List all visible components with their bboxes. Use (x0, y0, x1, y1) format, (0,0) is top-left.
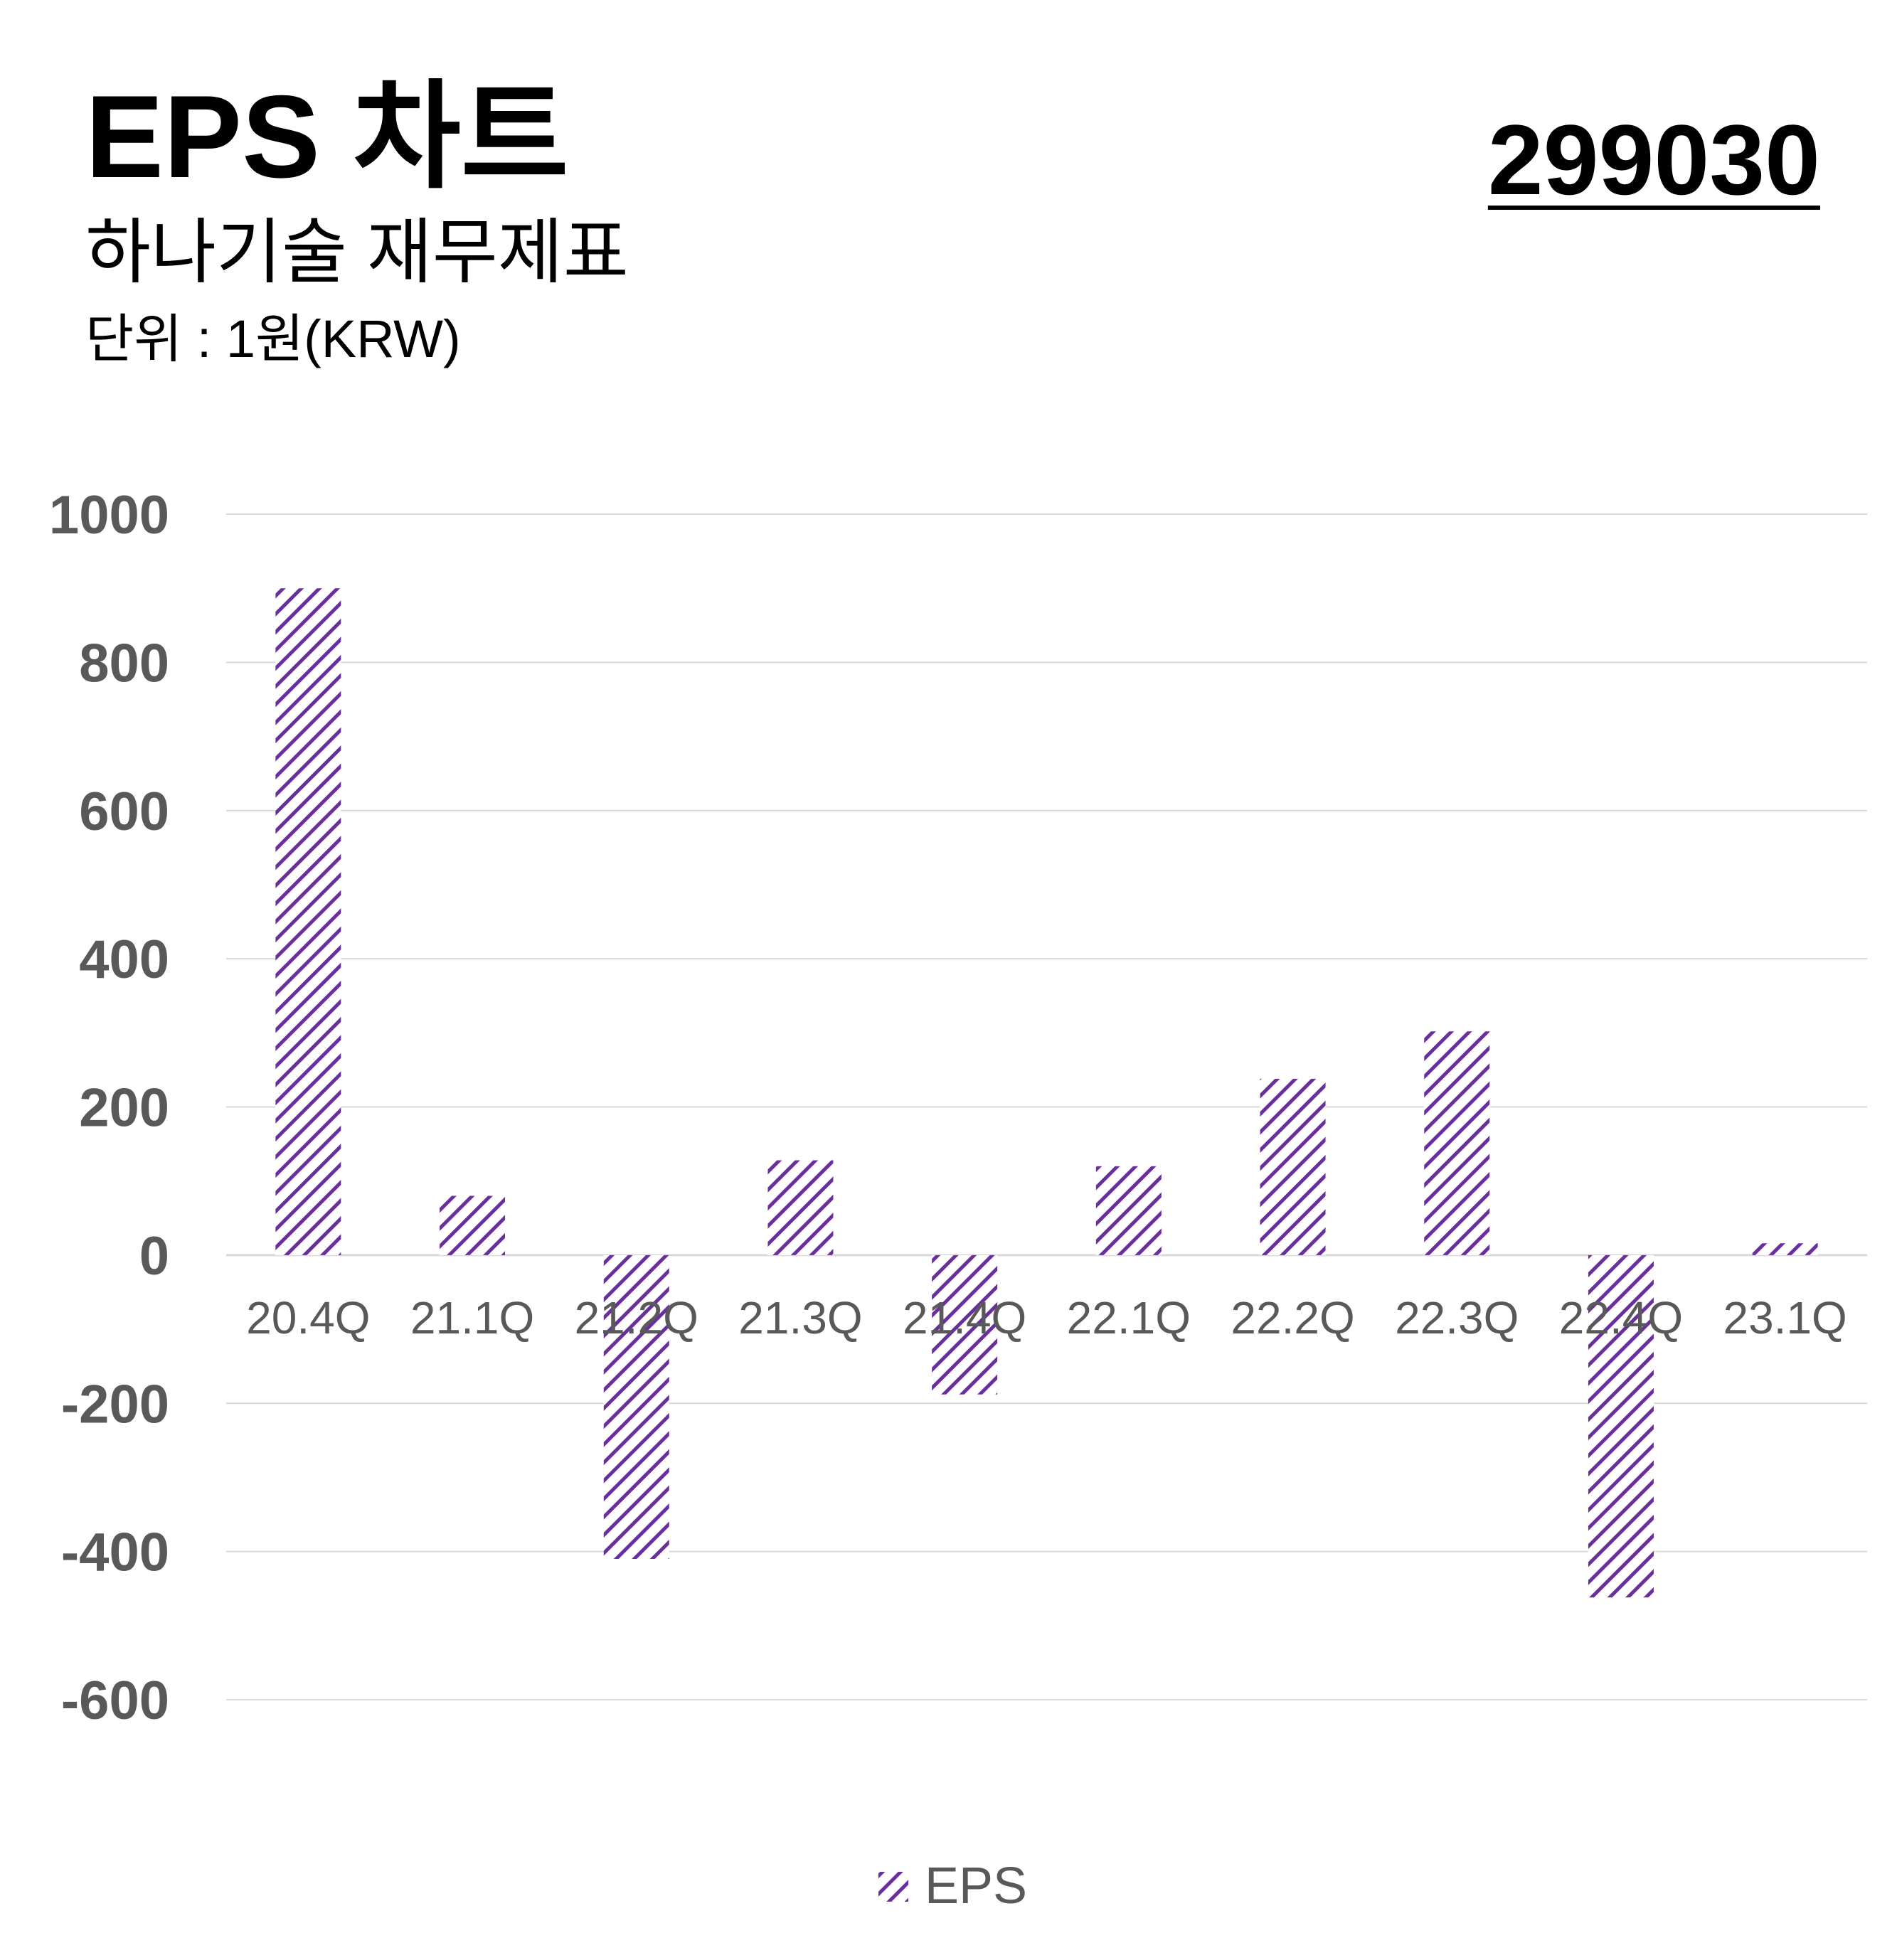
legend-swatch (878, 1872, 908, 1902)
y-tick-label: -200 (61, 1374, 169, 1434)
bar-21.4Q (932, 1255, 998, 1395)
bar-22.3Q (1424, 1031, 1490, 1255)
legend-label: EPS (925, 1858, 1027, 1914)
bar-22.2Q (1260, 1078, 1326, 1255)
y-tick-label: -600 (61, 1671, 169, 1731)
bar-20.4Q (275, 588, 341, 1255)
bar-22.4Q (1588, 1255, 1654, 1598)
x-tick-label: 20.4Q (246, 1292, 370, 1343)
y-tick-label: -400 (61, 1523, 169, 1583)
x-tick-label: 21.3Q (738, 1292, 862, 1343)
y-tick-label: 400 (79, 930, 169, 990)
x-tick-label: 22.2Q (1231, 1292, 1354, 1343)
x-tick-label: 22.4Q (1559, 1292, 1683, 1343)
y-tick-label: 800 (79, 633, 169, 693)
y-tick-label: 600 (79, 782, 169, 842)
bar-21.3Q (767, 1160, 834, 1255)
x-tick-label: 23.1Q (1723, 1292, 1846, 1343)
unit-label: 단위 : 1원(KRW) (85, 309, 461, 368)
x-tick-label: 22.3Q (1395, 1292, 1519, 1343)
bar-21.1Q (440, 1195, 506, 1255)
chart-title: EPS 차트 (85, 71, 569, 202)
x-tick-label: 21.1Q (410, 1292, 534, 1343)
y-tick-label: 1000 (49, 485, 169, 545)
y-tick-label: 200 (79, 1078, 169, 1139)
x-tick-label: 21.2Q (575, 1292, 698, 1343)
bar-23.1Q (1752, 1243, 1818, 1255)
x-tick-label: 21.4Q (903, 1292, 1026, 1343)
bar-21.2Q (603, 1255, 669, 1560)
bar-22.1Q (1095, 1166, 1162, 1255)
stock-code: 299030 (1487, 104, 1820, 215)
y-tick-label: 0 (139, 1226, 169, 1287)
chart-subtitle: 하나기술 재무제표 (85, 213, 629, 292)
x-tick-label: 22.1Q (1067, 1292, 1191, 1343)
